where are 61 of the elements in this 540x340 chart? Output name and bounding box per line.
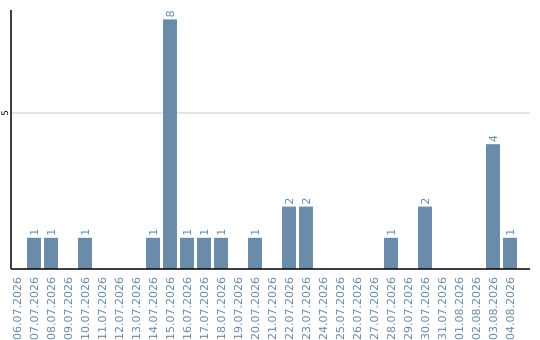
x-tick-label: 10.07.2026 [79, 277, 92, 340]
y-tick-label: 5 [1, 110, 11, 116]
data-label: 1 [198, 228, 211, 236]
x-tick-label: 20.07.2026 [249, 277, 262, 340]
x-tick-label: 31.07.2026 [436, 277, 449, 340]
bar [180, 238, 194, 269]
data-label: 1 [147, 228, 160, 236]
x-tick-label: 12.07.2026 [113, 277, 126, 340]
bar [78, 238, 92, 269]
x-tick-label: 17.07.2026 [198, 277, 211, 340]
x-tick-label: 25.07.2026 [334, 277, 347, 340]
bar [214, 238, 228, 269]
x-tick-label: 18.07.2026 [215, 277, 228, 340]
bar [27, 238, 41, 269]
bar [384, 238, 398, 269]
x-tick-label: 01.08.2026 [453, 277, 466, 340]
bar [418, 206, 432, 269]
x-tick-label: 27.07.2026 [368, 277, 381, 340]
x-tick-label: 11.07.2026 [96, 277, 109, 340]
x-tick-label: 30.07.2026 [419, 277, 432, 340]
x-tick-label: 13.07.2026 [130, 277, 143, 340]
bar [248, 238, 262, 269]
data-label: 2 [419, 198, 432, 205]
x-tick-label: 26.07.2026 [351, 277, 364, 340]
data-label: 4 [487, 135, 500, 142]
data-label: 1 [504, 228, 517, 236]
bar [486, 144, 500, 269]
x-tick-label: 28.07.2026 [385, 277, 398, 340]
data-label: 2 [283, 198, 296, 205]
bar [44, 238, 58, 269]
data-label: 1 [79, 228, 92, 236]
x-tick-label: 04.08.2026 [504, 277, 517, 340]
data-label: 1 [28, 228, 41, 236]
x-tick-label: 02.08.2026 [470, 277, 483, 340]
bar [197, 238, 211, 269]
x-tick-label: 24.07.2026 [317, 277, 330, 340]
data-label: 1 [181, 228, 194, 236]
x-tick-label: 14.07.2026 [147, 277, 160, 340]
x-tick-label: 08.07.2026 [45, 277, 58, 340]
x-tick-label: 03.08.2026 [487, 277, 500, 340]
x-tick-label: 07.07.2026 [28, 277, 41, 340]
x-tick-label: 21.07.2026 [266, 277, 279, 340]
data-label: 1 [385, 228, 398, 236]
data-label: 8 [164, 10, 177, 18]
bar [503, 238, 517, 269]
bar [282, 206, 296, 269]
x-tick-label: 16.07.2026 [181, 277, 194, 340]
bar [163, 19, 177, 269]
data-label: 1 [249, 228, 262, 236]
x-tick-label: 22.07.2026 [283, 277, 296, 340]
data-label: 1 [215, 228, 228, 236]
data-label: 1 [45, 228, 58, 236]
x-tick-label: 19.07.2026 [232, 277, 245, 340]
data-label: 2 [300, 198, 313, 205]
x-tick-label: 15.07.2026 [164, 277, 177, 340]
x-tick-label: 23.07.2026 [300, 277, 313, 340]
bar [146, 238, 160, 269]
x-tick-label: 06.07.2026 [11, 277, 24, 340]
x-tick-label: 09.07.2026 [62, 277, 75, 340]
x-tick-label: 29.07.2026 [402, 277, 415, 340]
bar [299, 206, 313, 269]
